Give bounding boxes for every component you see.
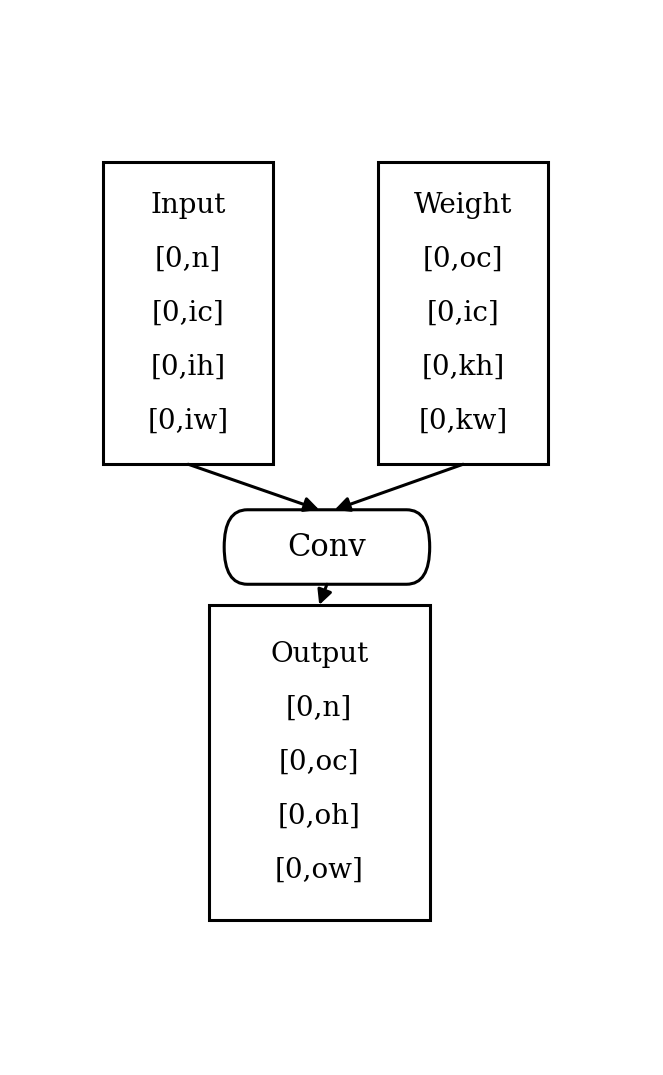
Text: Weight

[0,oc]

[0,ic]

[0,kh]

[0,kw]: Weight [0,oc] [0,ic] [0,kh] [0,kw]	[414, 191, 512, 434]
Text: Input

[0,n]

[0,ic]

[0,ih]

[0,iw]: Input [0,n] [0,ic] [0,ih] [0,iw]	[148, 191, 229, 434]
Text: Output

[0,n]

[0,oc]

[0,oh]

[0,ow]: Output [0,n] [0,oc] [0,oh] [0,ow]	[270, 641, 369, 884]
FancyBboxPatch shape	[103, 162, 273, 464]
FancyBboxPatch shape	[379, 162, 548, 464]
FancyBboxPatch shape	[224, 510, 430, 585]
Text: Conv: Conv	[288, 531, 367, 562]
FancyBboxPatch shape	[209, 605, 430, 919]
